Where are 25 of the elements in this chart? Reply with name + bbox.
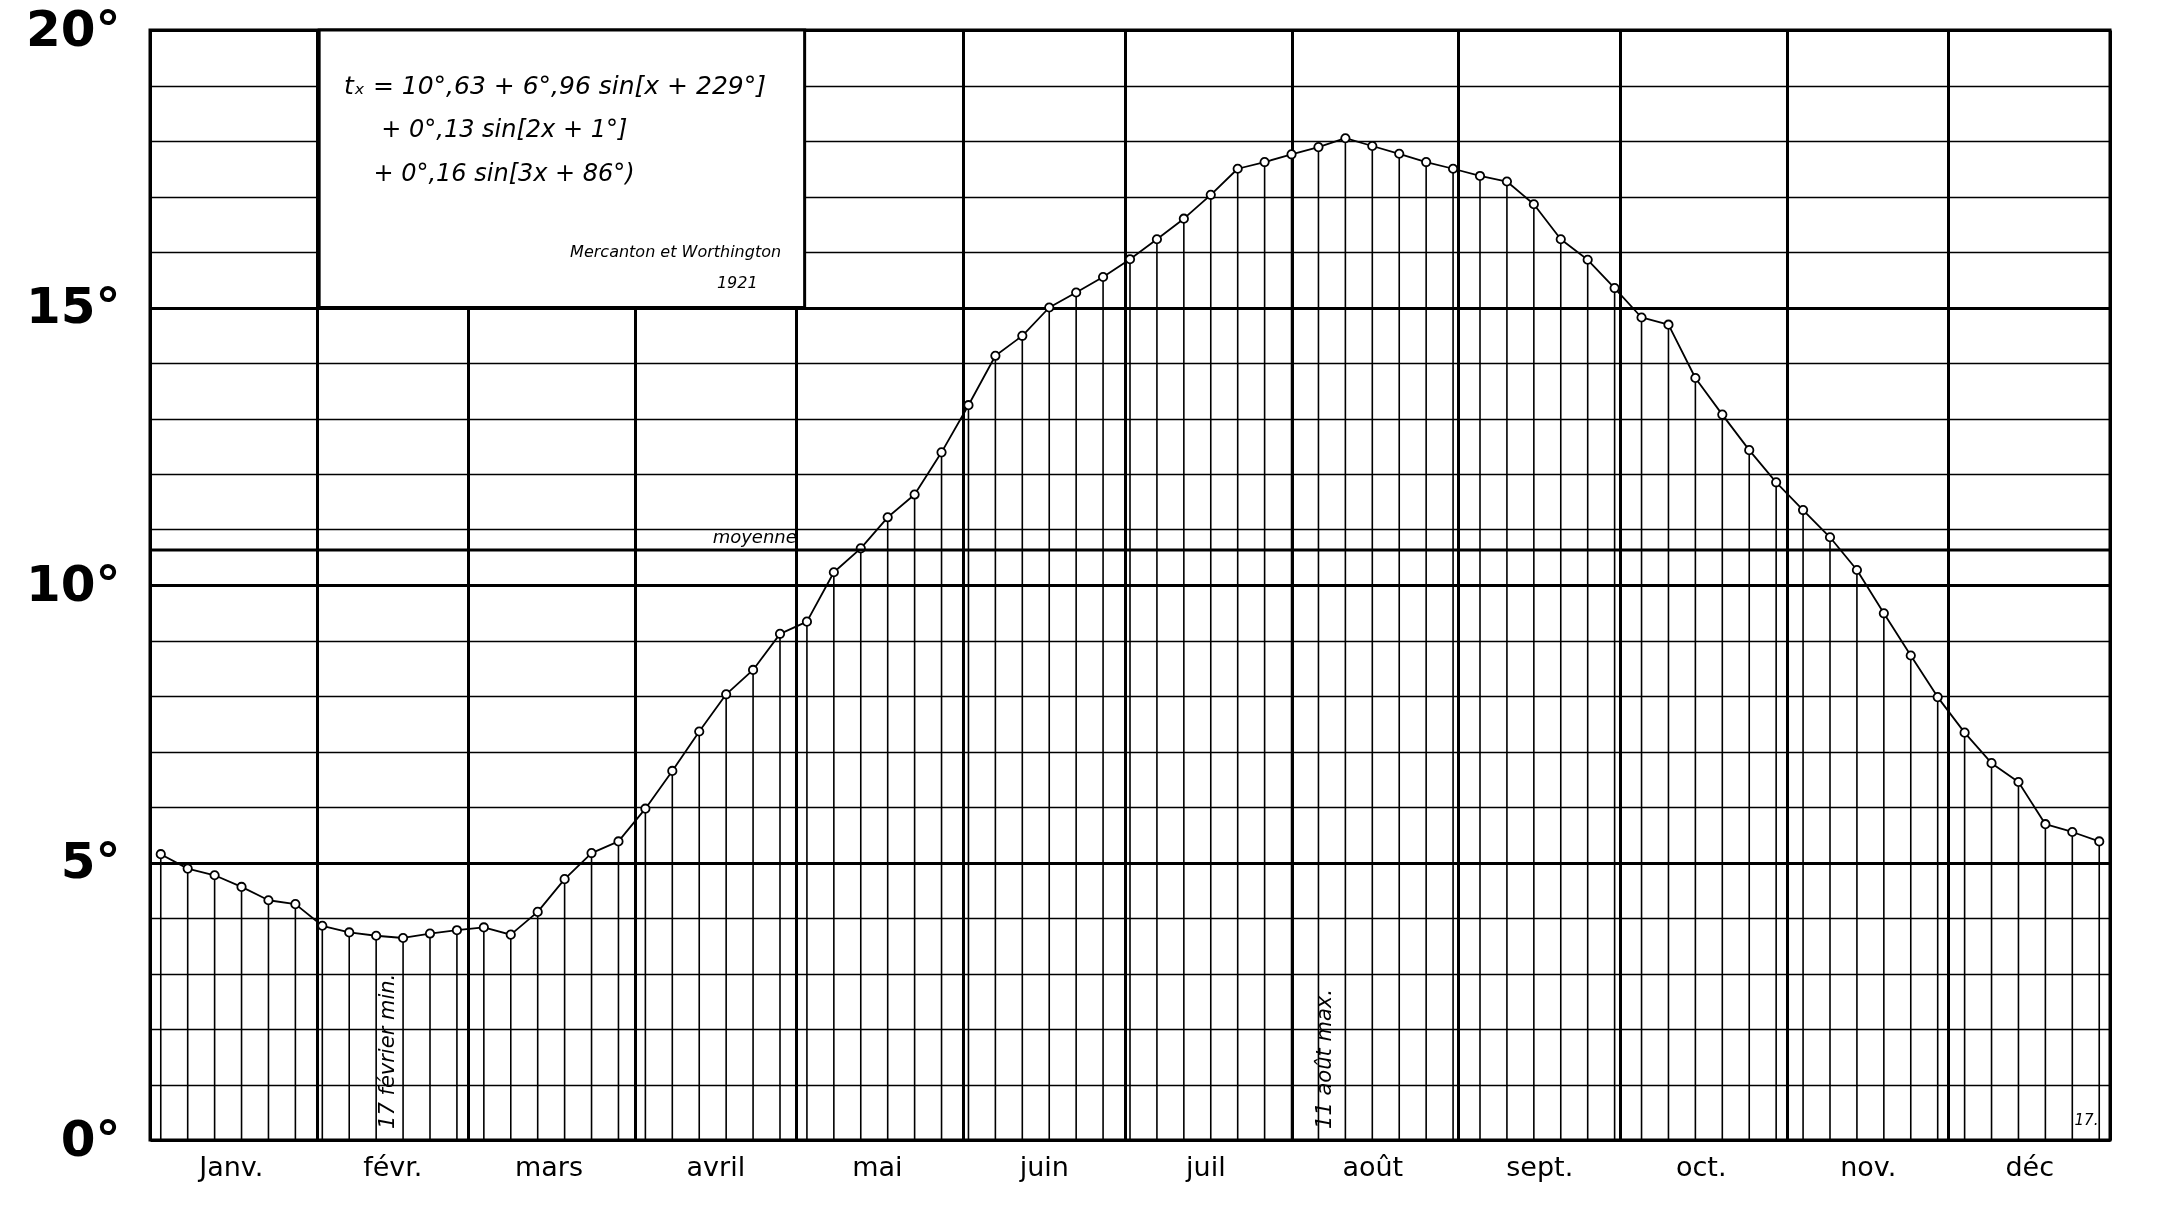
annotation: 17 février min. <box>374 973 399 1129</box>
x-tick-label: déc <box>2005 1150 2055 1182</box>
annotation: 17. <box>2074 1111 2099 1130</box>
annotation: 1921 <box>716 273 758 293</box>
annotation: Mercanton et Worthington <box>570 242 782 261</box>
annotation: + 0°,16 sin[3x + 86°) <box>373 159 635 188</box>
x-tick-label: oct. <box>1676 1150 1727 1182</box>
x-tick-label: nov. <box>1840 1150 1897 1182</box>
x-tick-label: sept. <box>1506 1150 1574 1182</box>
y-tick-label: 20° <box>25 0 121 58</box>
x-tick-label: juil <box>1185 1150 1226 1182</box>
ref-line-label: moyenne <box>712 526 797 548</box>
y-tick-label: 10° <box>25 554 121 613</box>
x-tick-label: Janv. <box>197 1150 264 1182</box>
x-tick-label: juin <box>1018 1150 1069 1182</box>
annotation: + 0°,13 sin[2x + 1°] <box>381 114 628 143</box>
y-tick-label: 5° <box>60 832 121 890</box>
x-tick-label: août <box>1342 1150 1404 1182</box>
x-tick-label: févr. <box>363 1150 423 1182</box>
y-tick-label: 15° <box>25 277 121 335</box>
y-tick-label: 0° <box>60 1109 121 1168</box>
x-tick-label: mars <box>514 1150 583 1182</box>
x-tick-label: mai <box>852 1150 903 1182</box>
annotation: tₓ = 10°,63 + 6°,96 sin[x + 229°] <box>344 70 766 100</box>
x-tick-label: avril <box>686 1150 746 1182</box>
